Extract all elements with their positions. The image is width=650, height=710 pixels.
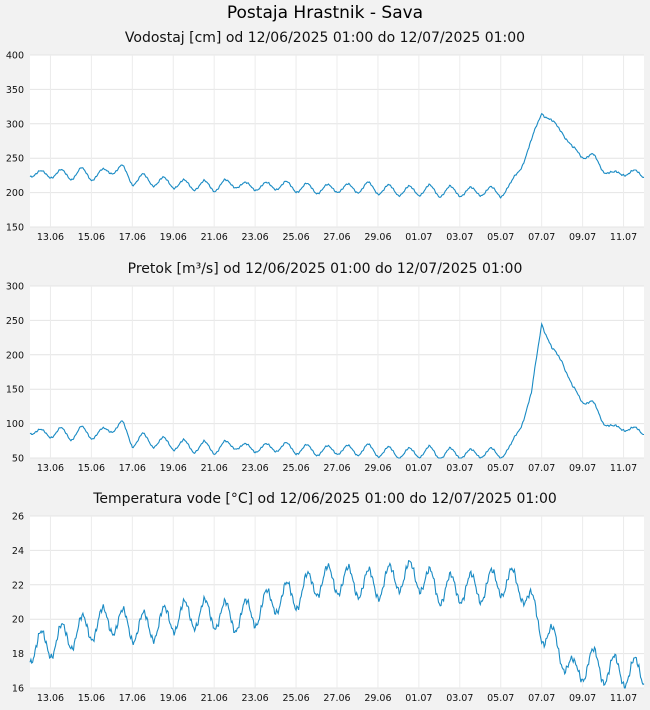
x-tick-label: 21.06	[201, 463, 228, 474]
x-tick-label: 01.07	[405, 232, 432, 243]
y-tick-label: 400	[6, 51, 24, 62]
series-line	[29, 112, 645, 199]
discharge-chart: Pretok [m³/s] od 12/06/2025 01:00 do 12/…	[0, 261, 650, 474]
y-tick-label: 26	[12, 512, 24, 523]
x-tick-label: 07.07	[528, 693, 555, 704]
y-tick-label: 22	[12, 580, 24, 591]
y-tick-label: 20	[12, 615, 24, 626]
x-tick-label: 15.06	[78, 693, 105, 704]
x-tick-label: 11.07	[610, 232, 637, 243]
x-tick-label: 09.07	[569, 463, 596, 474]
x-tick-label: 19.06	[160, 693, 187, 704]
x-tick-label: 17.06	[119, 693, 146, 704]
x-tick-label: 13.06	[37, 232, 64, 243]
y-tick-label: 350	[6, 85, 24, 96]
x-tick-label: 29.06	[364, 693, 391, 704]
y-tick-label: 250	[6, 316, 24, 327]
x-tick-label: 23.06	[242, 693, 269, 704]
plot-area: 50 100 150 200 250 300 13.06 15.06 17.06 19.06 21.…	[6, 282, 644, 474]
station-title: Postaja Hrastnik - Sava	[226, 3, 424, 23]
y-tick-label: 24	[12, 546, 24, 557]
x-tick-label: 15.06	[78, 232, 105, 243]
x-tick-label: 11.07	[610, 693, 637, 704]
water-temperature-chart: Temperatura vode [°C] od 12/06/2025 01:0…	[0, 491, 650, 704]
x-tick-label: 07.07	[528, 232, 555, 243]
y-tick-label: 300	[6, 282, 24, 293]
x-tick-label: 23.06	[242, 463, 269, 474]
x-tick-label: 27.06	[323, 232, 350, 243]
plot-area: 150 200 250 300 350 400 13.06 15.06 17.06 19.06 21…	[6, 51, 645, 243]
x-tick-label: 25.06	[282, 463, 309, 474]
x-tick-label: 01.07	[405, 693, 432, 704]
x-tick-label: 07.07	[528, 463, 555, 474]
x-tick-label: 03.07	[446, 463, 473, 474]
y-tick-label: 100	[6, 419, 24, 430]
x-tick-label: 21.06	[201, 232, 228, 243]
plot-area: 16 18 20 22 24 26 13.06 15.06 17.06 19.06 21.06 23.…	[12, 512, 645, 704]
x-tick-label: 05.07	[487, 463, 514, 474]
y-tick-label: 18	[12, 649, 24, 660]
y-tick-label: 200	[6, 188, 24, 199]
x-tick-label: 05.07	[487, 693, 514, 704]
y-tick-label: 250	[6, 154, 24, 165]
y-tick-label: 150	[6, 385, 24, 396]
x-tick-label: 27.06	[323, 693, 350, 704]
x-tick-label: 03.07	[446, 693, 473, 704]
x-tick-label: 11.07	[610, 463, 637, 474]
y-tick-label: 300	[6, 119, 24, 130]
chart-title: Pretok [m³/s] od 12/06/2025 01:00 do 12/…	[127, 261, 523, 277]
x-tick-label: 19.06	[160, 232, 187, 243]
x-tick-label: 27.06	[323, 463, 350, 474]
x-tick-label: 15.06	[78, 463, 105, 474]
x-tick-label: 19.06	[160, 463, 187, 474]
x-tick-label: 23.06	[242, 232, 269, 243]
series-line	[29, 559, 645, 689]
y-tick-label: 200	[6, 350, 24, 361]
x-tick-label: 25.06	[282, 693, 309, 704]
chart-title: Temperatura vode [°C] od 12/06/2025 01:0…	[93, 491, 557, 507]
x-tick-label: 29.06	[364, 463, 391, 474]
x-tick-label: 03.07	[446, 232, 473, 243]
x-tick-label: 09.07	[569, 232, 596, 243]
x-tick-label: 13.06	[37, 693, 64, 704]
x-tick-label: 05.07	[487, 232, 514, 243]
x-tick-label: 09.07	[569, 693, 596, 704]
x-tick-label: 01.07	[405, 463, 432, 474]
series-line	[29, 321, 644, 459]
chart-title: Vodostaj [cm] od 12/06/2025 01:00 do 12/…	[124, 30, 526, 46]
x-tick-label: 17.06	[119, 232, 146, 243]
x-tick-label: 29.06	[364, 232, 391, 243]
y-tick-label: 16	[12, 684, 24, 695]
water-level-chart: Vodostaj [cm] od 12/06/2025 01:00 do 12/…	[0, 30, 650, 243]
x-tick-label: 17.06	[119, 463, 146, 474]
y-tick-label: 50	[12, 454, 24, 465]
x-tick-label: 21.06	[201, 693, 228, 704]
x-tick-label: 13.06	[37, 463, 64, 474]
y-tick-label: 150	[6, 223, 24, 234]
x-tick-label: 25.06	[282, 232, 309, 243]
